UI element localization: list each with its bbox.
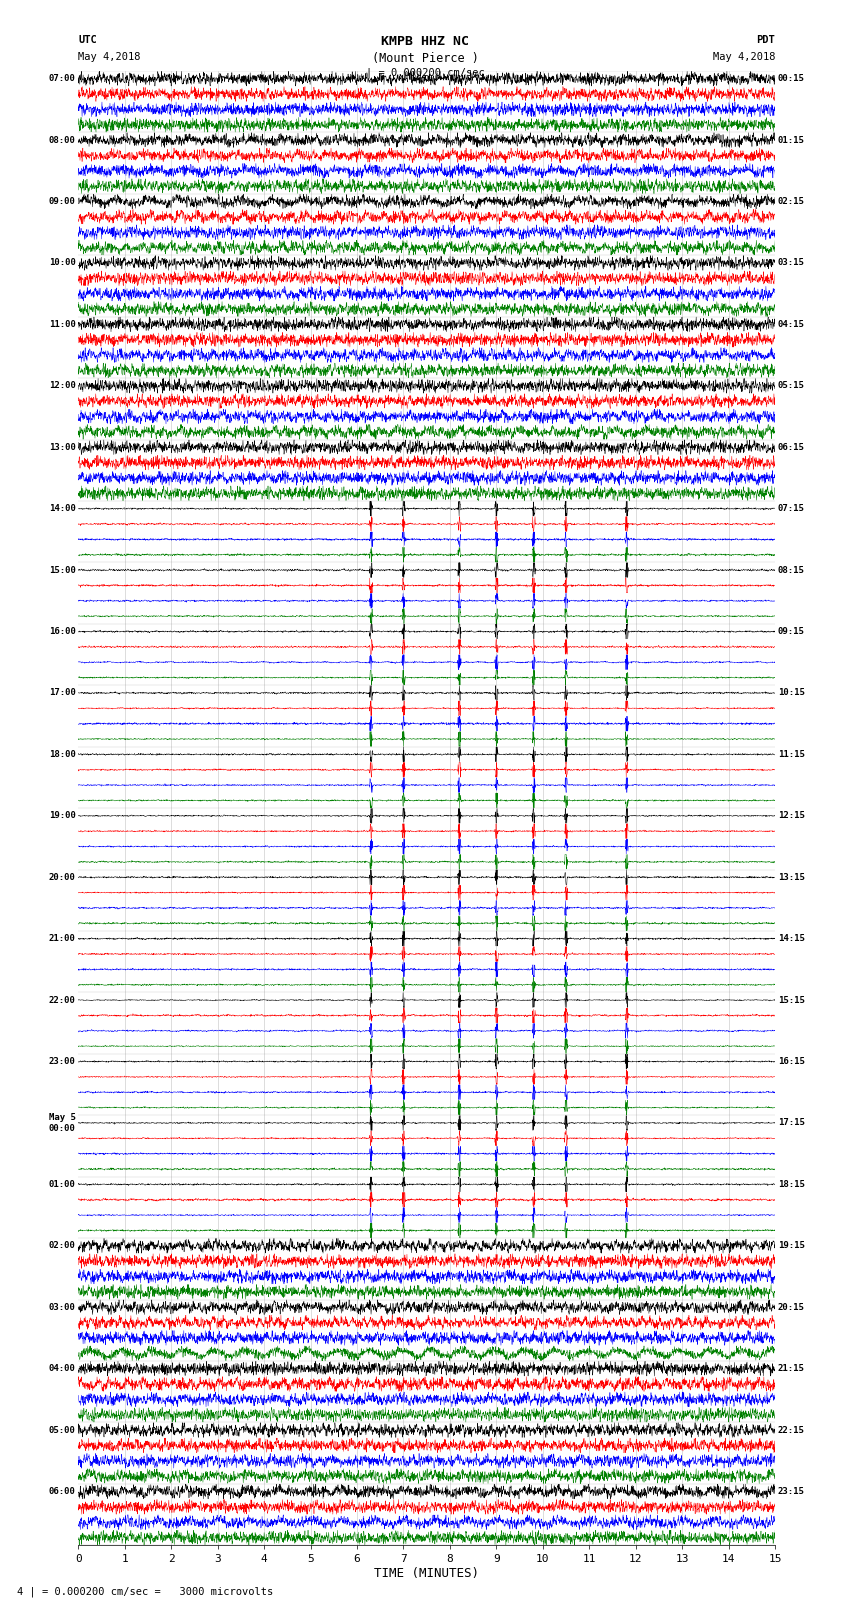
Text: 09:00: 09:00: [48, 197, 76, 206]
Text: 19:15: 19:15: [778, 1242, 805, 1250]
Text: 18:00: 18:00: [48, 750, 76, 758]
Text: 17:15: 17:15: [778, 1118, 805, 1127]
Text: 06:00: 06:00: [48, 1487, 76, 1495]
Text: 02:00: 02:00: [48, 1242, 76, 1250]
Text: 12:00: 12:00: [48, 381, 76, 390]
Text: 16:00: 16:00: [48, 627, 76, 636]
Text: May 5
00:00: May 5 00:00: [48, 1113, 76, 1132]
Text: 22:00: 22:00: [48, 995, 76, 1005]
Text: 13:15: 13:15: [778, 873, 805, 882]
Text: UTC: UTC: [78, 35, 97, 45]
Text: 20:00: 20:00: [48, 873, 76, 882]
Text: KMPB HHZ NC: KMPB HHZ NC: [381, 35, 469, 48]
Text: 04:15: 04:15: [778, 319, 805, 329]
Text: 08:00: 08:00: [48, 135, 76, 145]
Text: 04:00: 04:00: [48, 1365, 76, 1373]
Text: 20:15: 20:15: [778, 1303, 805, 1311]
Text: 07:15: 07:15: [778, 505, 805, 513]
Text: 17:00: 17:00: [48, 689, 76, 697]
Text: 4 | = 0.000200 cm/sec =   3000 microvolts: 4 | = 0.000200 cm/sec = 3000 microvolts: [17, 1586, 273, 1597]
Text: | = 0.000200 cm/sec: | = 0.000200 cm/sec: [366, 68, 484, 79]
Text: 10:00: 10:00: [48, 258, 76, 268]
Text: 19:00: 19:00: [48, 811, 76, 821]
Text: 00:15: 00:15: [778, 74, 805, 84]
Text: 03:00: 03:00: [48, 1303, 76, 1311]
Text: 23:00: 23:00: [48, 1057, 76, 1066]
Text: 22:15: 22:15: [778, 1426, 805, 1434]
Text: May 4,2018: May 4,2018: [712, 52, 775, 61]
Text: 11:00: 11:00: [48, 319, 76, 329]
Text: 14:15: 14:15: [778, 934, 805, 944]
Text: 21:00: 21:00: [48, 934, 76, 944]
Text: 05:00: 05:00: [48, 1426, 76, 1434]
Text: PDT: PDT: [756, 35, 775, 45]
Text: 01:00: 01:00: [48, 1179, 76, 1189]
Text: 02:15: 02:15: [778, 197, 805, 206]
Text: 18:15: 18:15: [778, 1179, 805, 1189]
Text: 14:00: 14:00: [48, 505, 76, 513]
Text: May 4,2018: May 4,2018: [78, 52, 141, 61]
Text: 01:15: 01:15: [778, 135, 805, 145]
Text: 15:00: 15:00: [48, 566, 76, 574]
Text: 15:15: 15:15: [778, 995, 805, 1005]
Text: (Mount Pierce ): (Mount Pierce ): [371, 52, 479, 65]
Text: 10:15: 10:15: [778, 689, 805, 697]
Text: 05:15: 05:15: [778, 381, 805, 390]
X-axis label: TIME (MINUTES): TIME (MINUTES): [374, 1568, 479, 1581]
Text: 09:15: 09:15: [778, 627, 805, 636]
Text: 06:15: 06:15: [778, 442, 805, 452]
Text: 21:15: 21:15: [778, 1365, 805, 1373]
Text: 23:15: 23:15: [778, 1487, 805, 1495]
Text: 13:00: 13:00: [48, 442, 76, 452]
Text: 03:15: 03:15: [778, 258, 805, 268]
Text: 11:15: 11:15: [778, 750, 805, 758]
Text: 07:00: 07:00: [48, 74, 76, 84]
Text: 08:15: 08:15: [778, 566, 805, 574]
Text: 12:15: 12:15: [778, 811, 805, 821]
Text: 16:15: 16:15: [778, 1057, 805, 1066]
